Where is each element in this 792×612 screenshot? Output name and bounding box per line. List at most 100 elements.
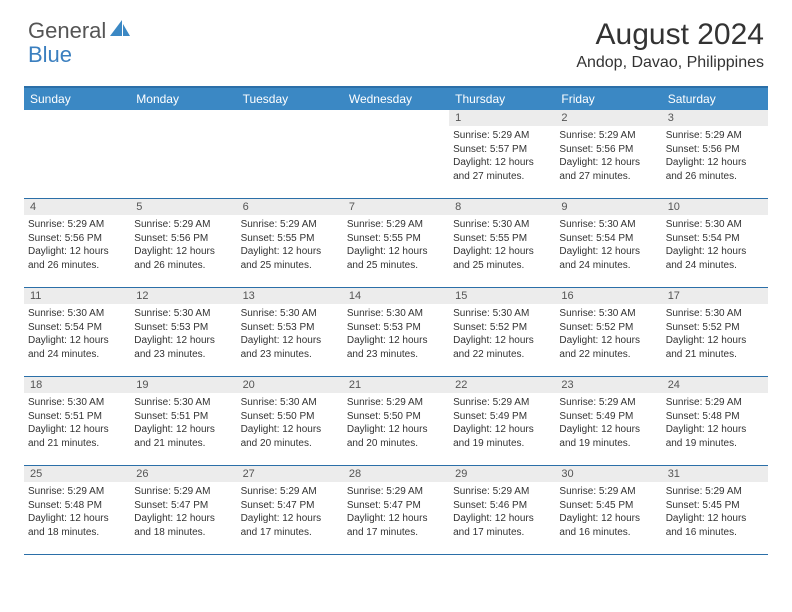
day-content: Sunrise: 5:30 AMSunset: 5:53 PMDaylight:… (130, 304, 236, 365)
day-number: 29 (449, 466, 555, 482)
daylight-text: Daylight: 12 hours and 21 minutes. (666, 334, 764, 361)
daylight-text: Daylight: 12 hours and 26 minutes. (134, 245, 232, 272)
sunrise-text: Sunrise: 5:30 AM (241, 396, 339, 410)
day-content: Sunrise: 5:29 AMSunset: 5:56 PMDaylight:… (24, 215, 130, 276)
day-content: Sunrise: 5:29 AMSunset: 5:56 PMDaylight:… (662, 126, 768, 187)
day-cell: 18Sunrise: 5:30 AMSunset: 5:51 PMDayligh… (24, 377, 130, 465)
day-cell: 21Sunrise: 5:29 AMSunset: 5:50 PMDayligh… (343, 377, 449, 465)
day-cell: 9Sunrise: 5:30 AMSunset: 5:54 PMDaylight… (555, 199, 661, 287)
daylight-text: Daylight: 12 hours and 18 minutes. (28, 512, 126, 539)
day-content: Sunrise: 5:30 AMSunset: 5:52 PMDaylight:… (555, 304, 661, 365)
day-number: 25 (24, 466, 130, 482)
week-row: 18Sunrise: 5:30 AMSunset: 5:51 PMDayligh… (24, 377, 768, 466)
daylight-text: Daylight: 12 hours and 23 minutes. (241, 334, 339, 361)
daylight-text: Daylight: 12 hours and 24 minutes. (666, 245, 764, 272)
day-cell: 16Sunrise: 5:30 AMSunset: 5:52 PMDayligh… (555, 288, 661, 376)
sunset-text: Sunset: 5:56 PM (134, 232, 232, 246)
day-content: Sunrise: 5:30 AMSunset: 5:55 PMDaylight:… (449, 215, 555, 276)
sunrise-text: Sunrise: 5:30 AM (134, 396, 232, 410)
daylight-text: Daylight: 12 hours and 24 minutes. (28, 334, 126, 361)
daylight-text: Daylight: 12 hours and 16 minutes. (559, 512, 657, 539)
day-number: 15 (449, 288, 555, 304)
day-content: Sunrise: 5:29 AMSunset: 5:55 PMDaylight:… (343, 215, 449, 276)
day-number: 7 (343, 199, 449, 215)
daylight-text: Daylight: 12 hours and 21 minutes. (134, 423, 232, 450)
sunset-text: Sunset: 5:45 PM (559, 499, 657, 513)
day-content: Sunrise: 5:29 AMSunset: 5:45 PMDaylight:… (555, 482, 661, 543)
day-header: Tuesday (237, 88, 343, 110)
sunrise-text: Sunrise: 5:30 AM (453, 218, 551, 232)
calendar: SundayMondayTuesdayWednesdayThursdayFrid… (24, 86, 768, 555)
daylight-text: Daylight: 12 hours and 16 minutes. (666, 512, 764, 539)
day-number (237, 110, 343, 114)
sunset-text: Sunset: 5:50 PM (241, 410, 339, 424)
daylight-text: Daylight: 12 hours and 17 minutes. (347, 512, 445, 539)
day-number: 19 (130, 377, 236, 393)
day-cell (343, 110, 449, 198)
sunrise-text: Sunrise: 5:30 AM (347, 307, 445, 321)
day-number: 30 (555, 466, 661, 482)
sunrise-text: Sunrise: 5:29 AM (559, 396, 657, 410)
day-cell: 28Sunrise: 5:29 AMSunset: 5:47 PMDayligh… (343, 466, 449, 554)
day-number (24, 110, 130, 114)
daylight-text: Daylight: 12 hours and 23 minutes. (347, 334, 445, 361)
day-number: 14 (343, 288, 449, 304)
sunset-text: Sunset: 5:52 PM (453, 321, 551, 335)
sunrise-text: Sunrise: 5:30 AM (134, 307, 232, 321)
day-cell: 12Sunrise: 5:30 AMSunset: 5:53 PMDayligh… (130, 288, 236, 376)
day-number: 9 (555, 199, 661, 215)
sunset-text: Sunset: 5:47 PM (347, 499, 445, 513)
day-cell: 6Sunrise: 5:29 AMSunset: 5:55 PMDaylight… (237, 199, 343, 287)
day-content: Sunrise: 5:29 AMSunset: 5:45 PMDaylight:… (662, 482, 768, 543)
sunrise-text: Sunrise: 5:30 AM (666, 218, 764, 232)
title-block: August 2024 Andop, Davao, Philippines (576, 18, 764, 72)
day-number: 21 (343, 377, 449, 393)
day-cell: 13Sunrise: 5:30 AMSunset: 5:53 PMDayligh… (237, 288, 343, 376)
sunset-text: Sunset: 5:48 PM (28, 499, 126, 513)
daylight-text: Daylight: 12 hours and 24 minutes. (559, 245, 657, 272)
daylight-text: Daylight: 12 hours and 20 minutes. (241, 423, 339, 450)
day-number: 1 (449, 110, 555, 126)
day-content: Sunrise: 5:30 AMSunset: 5:52 PMDaylight:… (449, 304, 555, 365)
day-cell: 17Sunrise: 5:30 AMSunset: 5:52 PMDayligh… (662, 288, 768, 376)
day-content: Sunrise: 5:29 AMSunset: 5:47 PMDaylight:… (237, 482, 343, 543)
day-content: Sunrise: 5:30 AMSunset: 5:54 PMDaylight:… (555, 215, 661, 276)
sunrise-text: Sunrise: 5:29 AM (347, 218, 445, 232)
sunrise-text: Sunrise: 5:29 AM (241, 485, 339, 499)
sunrise-text: Sunrise: 5:29 AM (28, 218, 126, 232)
daylight-text: Daylight: 12 hours and 25 minutes. (347, 245, 445, 272)
sunset-text: Sunset: 5:54 PM (559, 232, 657, 246)
sunrise-text: Sunrise: 5:30 AM (28, 396, 126, 410)
day-number: 31 (662, 466, 768, 482)
day-content: Sunrise: 5:29 AMSunset: 5:49 PMDaylight:… (555, 393, 661, 454)
sunset-text: Sunset: 5:47 PM (134, 499, 232, 513)
day-number: 27 (237, 466, 343, 482)
day-number: 5 (130, 199, 236, 215)
day-cell: 1Sunrise: 5:29 AMSunset: 5:57 PMDaylight… (449, 110, 555, 198)
day-number: 8 (449, 199, 555, 215)
daylight-text: Daylight: 12 hours and 19 minutes. (666, 423, 764, 450)
sunset-text: Sunset: 5:48 PM (666, 410, 764, 424)
day-number (130, 110, 236, 114)
logo-sail-icon (110, 20, 130, 43)
day-header: Thursday (449, 88, 555, 110)
day-content: Sunrise: 5:29 AMSunset: 5:48 PMDaylight:… (24, 482, 130, 543)
sunrise-text: Sunrise: 5:29 AM (559, 485, 657, 499)
day-header: Saturday (662, 88, 768, 110)
daylight-text: Daylight: 12 hours and 17 minutes. (241, 512, 339, 539)
sunset-text: Sunset: 5:55 PM (347, 232, 445, 246)
day-content: Sunrise: 5:29 AMSunset: 5:47 PMDaylight:… (130, 482, 236, 543)
sunrise-text: Sunrise: 5:30 AM (559, 307, 657, 321)
day-content: Sunrise: 5:29 AMSunset: 5:55 PMDaylight:… (237, 215, 343, 276)
day-content: Sunrise: 5:30 AMSunset: 5:52 PMDaylight:… (662, 304, 768, 365)
sunrise-text: Sunrise: 5:29 AM (559, 129, 657, 143)
daylight-text: Daylight: 12 hours and 26 minutes. (666, 156, 764, 183)
sunset-text: Sunset: 5:56 PM (559, 143, 657, 157)
day-cell: 2Sunrise: 5:29 AMSunset: 5:56 PMDaylight… (555, 110, 661, 198)
daylight-text: Daylight: 12 hours and 26 minutes. (28, 245, 126, 272)
sunrise-text: Sunrise: 5:29 AM (347, 485, 445, 499)
sunrise-text: Sunrise: 5:29 AM (453, 396, 551, 410)
day-header-row: SundayMondayTuesdayWednesdayThursdayFrid… (24, 88, 768, 110)
sunset-text: Sunset: 5:53 PM (241, 321, 339, 335)
sunset-text: Sunset: 5:57 PM (453, 143, 551, 157)
